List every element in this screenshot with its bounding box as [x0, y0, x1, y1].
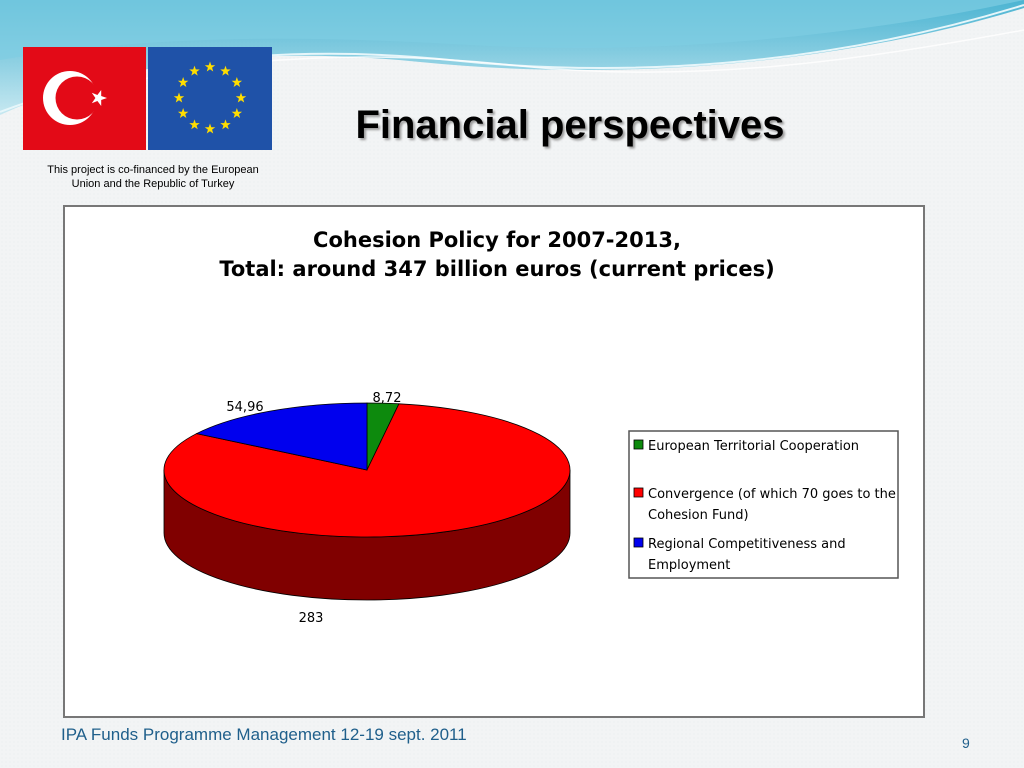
- footer-text: IPA Funds Programme Management 12-19 sep…: [61, 725, 467, 744]
- legend-swatch: [633, 439, 644, 450]
- legend-swatch: [633, 537, 644, 548]
- pie-value-label: 8,72: [373, 391, 402, 406]
- legend-label: Regional Competitiveness and: [648, 537, 846, 552]
- chart-frame: Cohesion Policy for 2007-2013, Total: ar…: [63, 205, 925, 718]
- eu-star-icon: [189, 65, 200, 76]
- eu-star-icon: [220, 65, 231, 76]
- eu-star-icon: [235, 92, 247, 103]
- pie-value-label: 283: [299, 611, 324, 626]
- eu-star-icon: [204, 123, 216, 134]
- chart-title-line2: Total: around 347 billion euros (current…: [219, 257, 774, 281]
- slide-title: Financial perspectives: [355, 103, 785, 147]
- eu-star-icon: [189, 119, 200, 130]
- eu-star-icon: [177, 77, 189, 87]
- cofinance-note: This project is co-financed by the Europ…: [22, 163, 284, 191]
- page-number: 9: [962, 735, 970, 751]
- eu-star-icon: [220, 119, 231, 130]
- chart-title-line1: Cohesion Policy for 2007-2013,: [313, 228, 681, 252]
- cofinance-line2: Union and the Republic of Turkey: [71, 178, 235, 190]
- pie-chart: Cohesion Policy for 2007-2013, Total: ar…: [163, 228, 899, 626]
- eu-star-icon: [204, 61, 216, 72]
- cofinance-line1: This project is co-financed by the Europ…: [47, 164, 259, 176]
- eu-star-icon: [173, 92, 185, 103]
- pie-value-label: 54,96: [226, 400, 263, 415]
- legend-swatch: [633, 487, 644, 498]
- eu-flag: [148, 47, 272, 150]
- legend-label: Cohesion Fund): [648, 508, 749, 523]
- eu-star-icon: [177, 108, 189, 118]
- legend-label: Convergence (of which 70 goes to the: [648, 487, 896, 502]
- pie-slice: [195, 402, 368, 471]
- eu-star-icon: [231, 108, 243, 118]
- turkey-flag: [23, 47, 146, 150]
- eu-star-icon: [231, 77, 243, 87]
- chart-legend: European Territorial Cooperation Converge…: [628, 430, 899, 579]
- legend-box: [628, 430, 899, 579]
- legend-label: Employment: [648, 558, 730, 573]
- legend-label: European Territorial Cooperation: [648, 439, 859, 454]
- pie-group: 8,72 283 54,96: [163, 391, 571, 626]
- pie-slice: [163, 403, 571, 538]
